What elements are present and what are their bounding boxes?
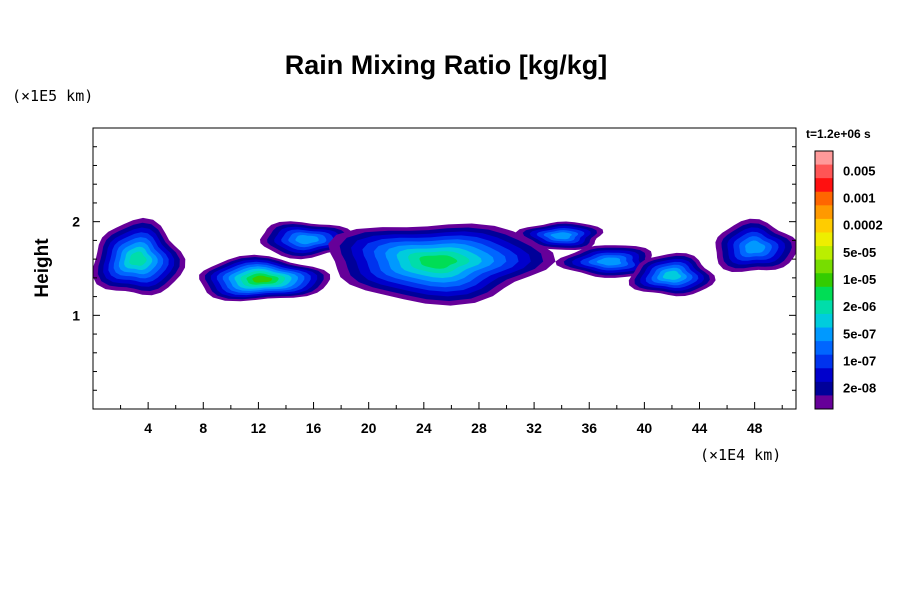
rain-region-cloud-west <box>93 217 186 296</box>
rain-region-cloud-8-16 <box>199 254 331 302</box>
y-tick-label: 1 <box>72 307 80 323</box>
colorbar-level-label: 0.001 <box>843 191 876 206</box>
colorbar-level-label: 2e-08 <box>843 381 876 396</box>
x-tick-label: 48 <box>747 420 763 436</box>
x-tick-label: 4 <box>144 420 152 436</box>
contour-level <box>550 232 572 240</box>
plot-area <box>93 217 796 306</box>
colorbar-level-label: 0.005 <box>843 163 876 178</box>
colorbar-swatch <box>815 178 833 193</box>
colorbar-level-label: 2e-06 <box>843 299 876 314</box>
rain-region-cloud-39-45 <box>628 252 716 297</box>
x-scale-label: (×1E4 km) <box>700 446 781 464</box>
x-tick-label: 44 <box>692 420 708 436</box>
colorbar-swatch <box>815 368 833 383</box>
colorbar-frame <box>814 150 834 410</box>
colorbar-level-label: 1e-07 <box>843 353 876 368</box>
colorbar-swatch <box>815 313 833 329</box>
colorbar-swatch <box>815 259 833 274</box>
x-tick-label: 16 <box>306 420 322 436</box>
contour-level <box>662 270 682 280</box>
contour-level <box>596 257 622 266</box>
colorbar-swatch <box>815 164 833 179</box>
x-tick-label: 40 <box>637 420 653 436</box>
x-tick-label: 32 <box>526 420 542 436</box>
rain-region-cloud-central <box>328 223 556 306</box>
plot-frame <box>92 127 797 410</box>
rain-region-cloud-35-41 <box>555 245 657 278</box>
colorbar-swatch <box>815 232 833 247</box>
x-tick-label: 36 <box>581 420 597 436</box>
x-tick-label: 28 <box>471 420 487 436</box>
colorbar-swatch <box>815 273 833 288</box>
x-tick-label: 20 <box>361 420 377 436</box>
y-tick-label: 2 <box>72 214 80 230</box>
colorbar-level-label: 5e-07 <box>843 326 876 341</box>
x-tick-label: 24 <box>416 420 432 436</box>
colorbar-level-label: 1e-05 <box>843 272 876 287</box>
rain-region-cloud-12-18-upper <box>260 221 357 260</box>
contour-level <box>252 275 273 283</box>
x-tick-label: 12 <box>251 420 267 436</box>
contour-level <box>295 235 319 245</box>
colorbar-level-label: 5e-05 <box>843 245 876 260</box>
contour-level <box>129 251 147 266</box>
y-scale-label: (×1E5 km) <box>12 87 93 105</box>
rain-region-cloud-32-36 <box>515 221 604 250</box>
contour-level <box>745 240 766 254</box>
colorbar-swatch <box>815 395 833 410</box>
colorbar-swatch <box>815 218 833 233</box>
rain-region-cloud-east <box>715 218 796 272</box>
colorbar-swatch <box>815 151 833 166</box>
colorbar-swatch <box>815 191 833 206</box>
colorbar-swatch <box>815 286 833 301</box>
colorbar-level-label: 0.0002 <box>843 218 883 233</box>
y-axis-label: Height <box>32 238 53 298</box>
colorbar: 0.005 0.001 0.0002 5e-05 1e-05 2e-06 5e-07 1e-0… <box>814 150 883 410</box>
colorbar-swatch <box>815 381 833 396</box>
colorbar-swatch <box>815 246 833 261</box>
colorbar-swatch <box>815 354 833 369</box>
time-label: t=1.2e+06 s <box>806 127 871 141</box>
colorbar-swatch <box>815 205 833 220</box>
contour-level <box>419 255 458 269</box>
chart-title: Rain Mixing Ratio [kg/kg] <box>285 50 608 80</box>
colorbar-swatch <box>815 341 833 356</box>
colorbar-swatch <box>815 327 833 342</box>
colorbar-swatch <box>815 300 833 315</box>
x-tick-label: 8 <box>199 420 207 436</box>
